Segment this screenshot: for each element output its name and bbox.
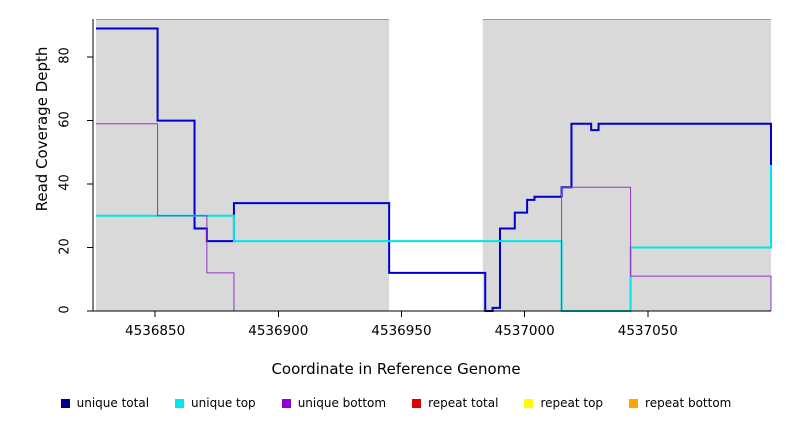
- legend-item-unique-total[interactable]: unique total: [60, 396, 150, 410]
- y-tick-label: 80: [57, 47, 73, 64]
- legend-swatch-icon: [281, 398, 291, 408]
- y-tick-label: 0: [57, 305, 73, 314]
- legend-label: unique top: [191, 396, 256, 410]
- no-data-gap-band: [389, 19, 483, 311]
- legend-swatch-icon: [175, 398, 185, 408]
- x-axis-title: Coordinate in Reference Genome: [271, 360, 521, 378]
- legend-item-unique-top[interactable]: unique top: [175, 396, 256, 410]
- legend-swatch-icon: [524, 398, 534, 408]
- y-tick-label: 60: [57, 110, 73, 128]
- legend: unique total unique top unique bottom repea…: [0, 396, 792, 410]
- legend-item-repeat-bottom[interactable]: repeat bottom: [629, 396, 731, 410]
- legend-label: unique bottom: [297, 396, 387, 410]
- legend-item-repeat-total[interactable]: repeat total: [412, 396, 498, 410]
- y-tick-label: 40: [57, 174, 73, 191]
- x-tick-label: 4537050: [617, 323, 678, 339]
- x-tick-label: 4536850: [125, 323, 186, 339]
- x-tick-label: 4536900: [248, 323, 309, 339]
- series-unique-total: [96, 27, 772, 312]
- legend-swatch-icon: [629, 398, 639, 408]
- gap-rect: [389, 19, 483, 311]
- legend-swatch-icon: [60, 398, 70, 408]
- legend-label: repeat total: [428, 396, 499, 410]
- x-tick-label: 4536950: [371, 323, 432, 339]
- legend-label: unique total: [76, 396, 150, 410]
- axes-group: [87, 19, 771, 317]
- x-tick-label: 4537000: [494, 323, 555, 339]
- legend-label: repeat bottom: [645, 396, 732, 410]
- legend-item-unique-bottom[interactable]: unique bottom: [281, 396, 387, 410]
- legend-label: repeat top: [540, 396, 604, 410]
- legend-item-repeat-top[interactable]: repeat top: [524, 396, 603, 410]
- legend-swatch-icon: [412, 398, 422, 408]
- y-tick-label: 20: [57, 237, 73, 255]
